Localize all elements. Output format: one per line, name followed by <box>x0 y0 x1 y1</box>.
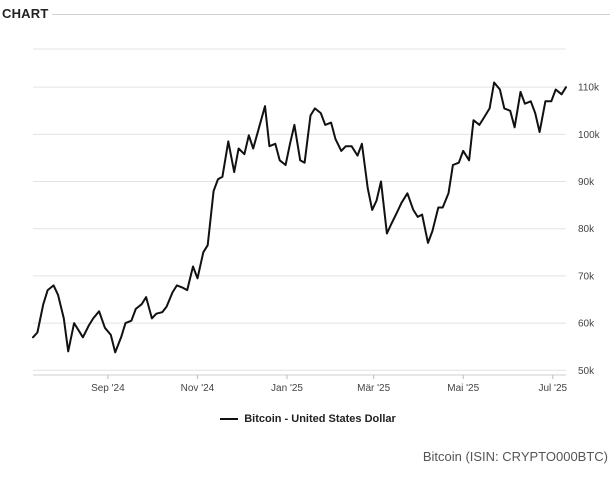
header-divider <box>52 14 610 15</box>
y-axis: 50k 60k 70k 80k 90k 100k 110k <box>578 83 601 377</box>
y-tick-label: 60k <box>578 319 595 330</box>
x-tick-label: Jul '25 <box>538 383 567 394</box>
y-tick-label: 110k <box>578 83 600 94</box>
y-tick-label: 50k <box>578 366 595 377</box>
chart-title: CHART <box>2 6 49 21</box>
chart-grid <box>33 48 566 376</box>
x-tick-label: Mär '25 <box>357 383 390 394</box>
source-caption: Bitcoin (ISIN: CRYPTO000BTC) <box>422 449 608 464</box>
x-axis: Sep '24 Nov '24 Jan '25 Mär '25 Mai '25 Jul '… <box>91 375 568 394</box>
series-lines <box>32 81 567 354</box>
y-tick-label: 70k <box>578 271 595 282</box>
x-tick-label: Sep '24 <box>91 383 125 394</box>
legend-label: Bitcoin - United States Dollar <box>244 413 396 425</box>
y-tick-label: 80k <box>578 224 595 235</box>
x-tick-label: Jan '25 <box>271 383 303 394</box>
price-chart: 50k 60k 70k 80k 90k 100k 110k Sep '24 Nov '24 Ja… <box>32 48 601 394</box>
chart-header: CHART <box>0 2 616 26</box>
legend-line-icon <box>220 418 239 420</box>
x-tick-label: Nov '24 <box>181 383 215 394</box>
x-tick-label: Mai '25 <box>447 383 479 394</box>
legend-item-bitcoin[interactable]: Bitcoin - United States Dollar <box>220 413 396 425</box>
chart-legend: Bitcoin - United States Dollar <box>0 411 616 425</box>
y-tick-label: 100k <box>578 130 601 141</box>
series-line-bitcoin <box>32 81 567 354</box>
y-tick-label: 90k <box>578 177 595 188</box>
